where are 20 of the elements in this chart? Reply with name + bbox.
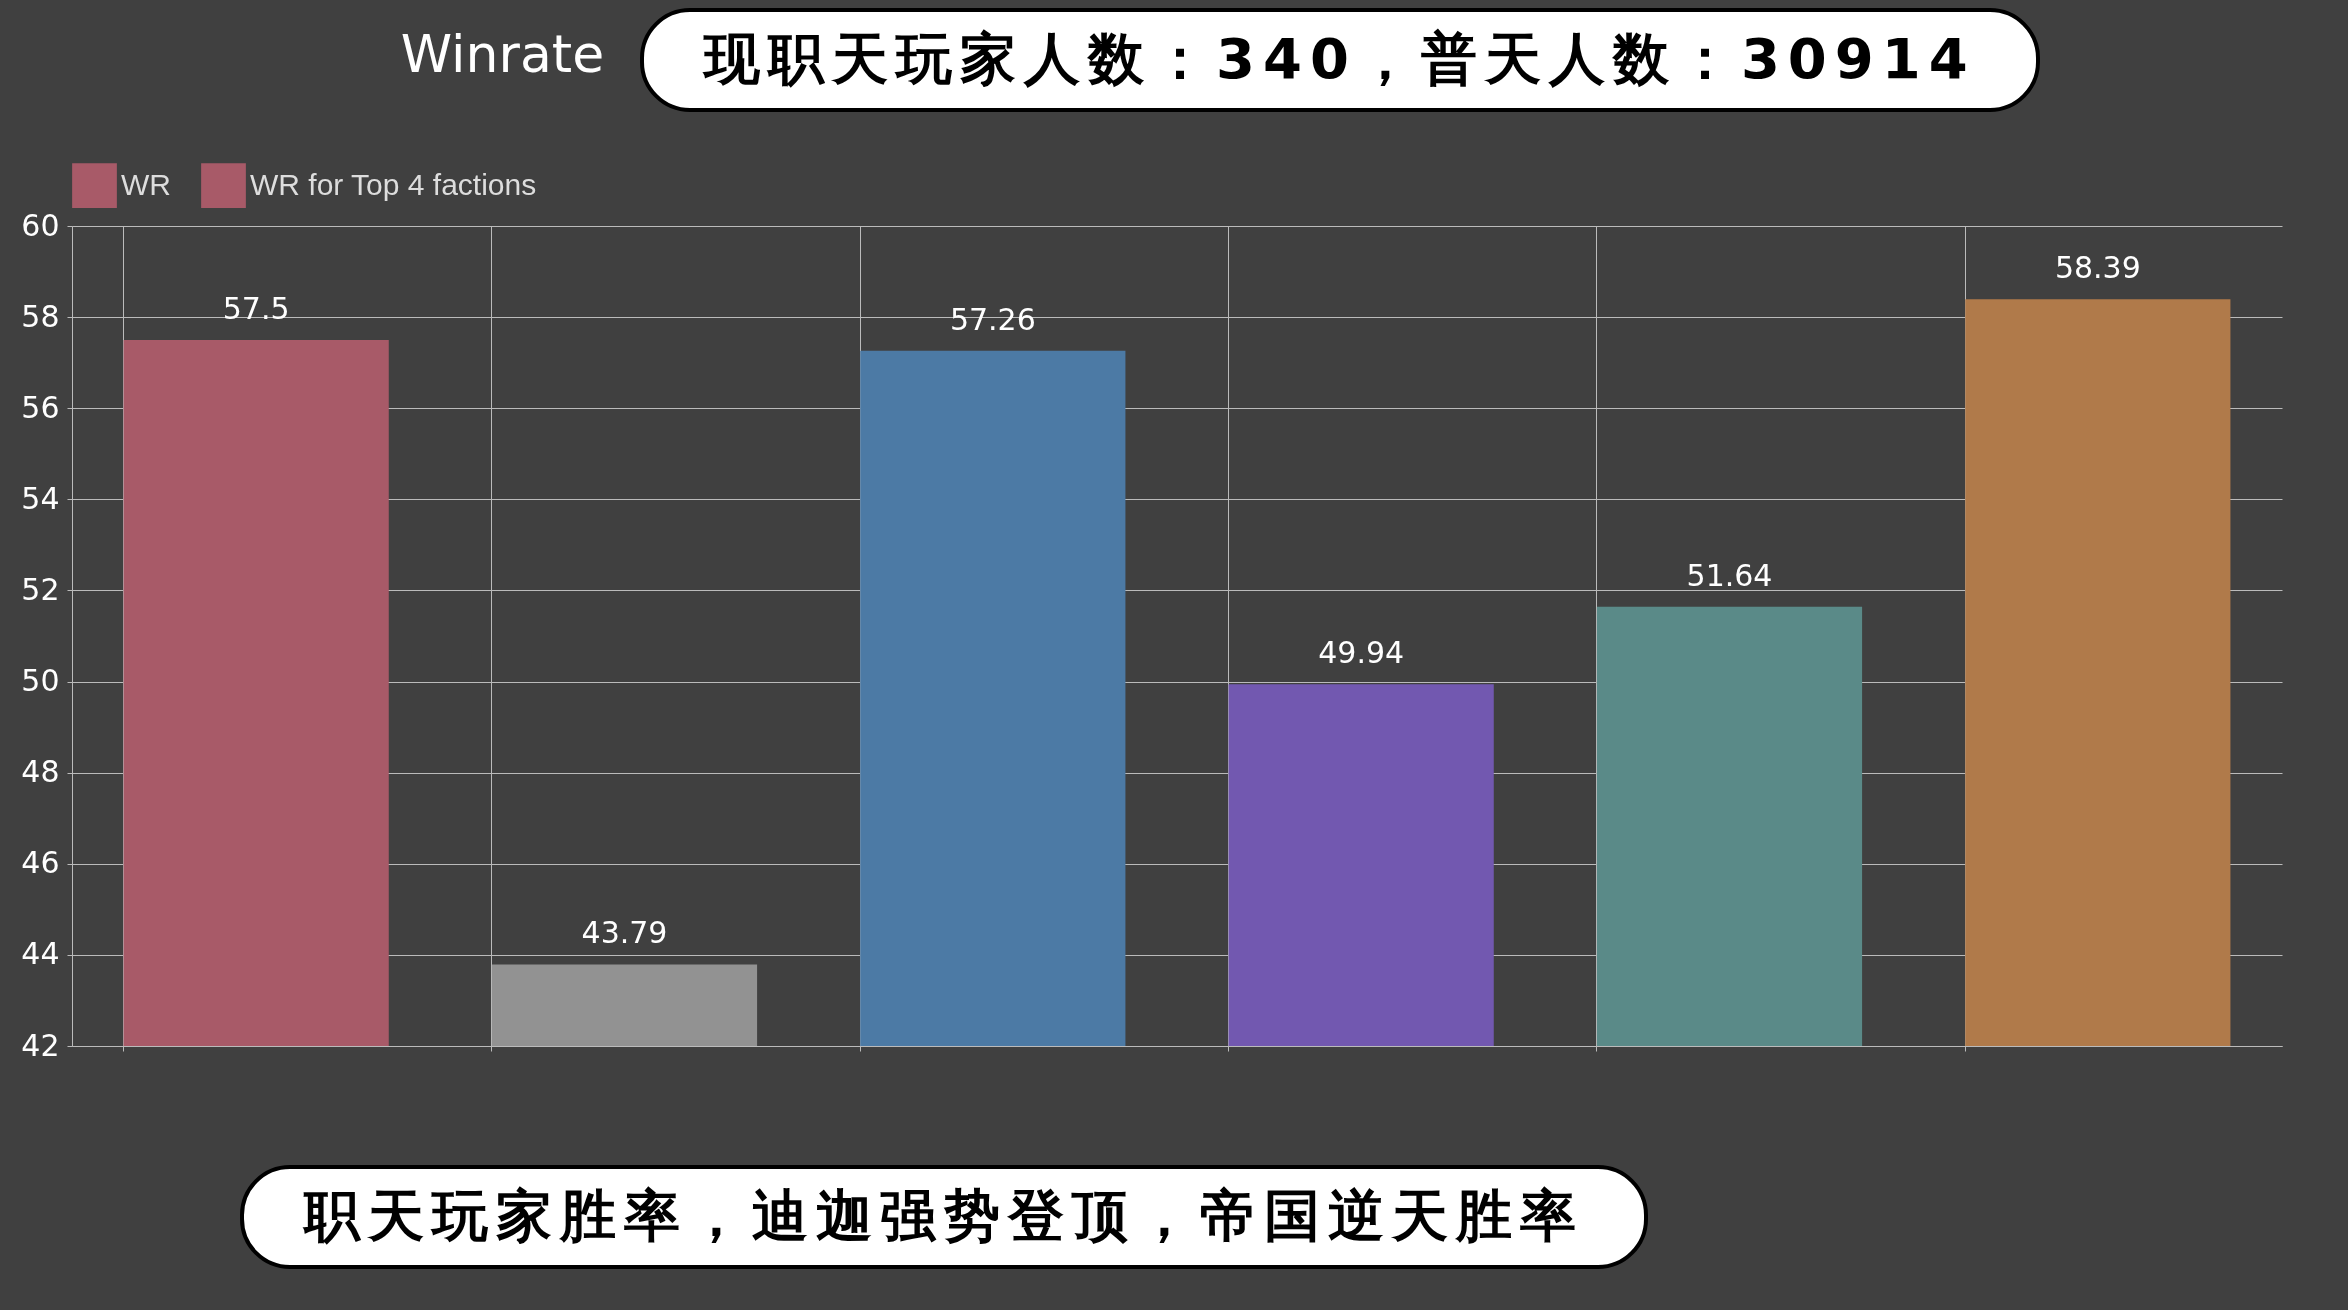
y-tick-label: 56 (21, 389, 60, 425)
text: 现职天玩家人数：340，普天人数：30914 (640, 8, 2040, 112)
y-tick-label: 60 (21, 207, 60, 243)
chart-title: Winrate (400, 24, 605, 84)
legend-label: WR for Top 4 factions (250, 167, 537, 201)
data-label: 49.94 (1318, 635, 1405, 671)
data-label: 43.79 (581, 915, 668, 951)
data-label: 51.64 (1686, 557, 1773, 593)
y-tick-label: 48 (21, 754, 60, 790)
y-tick-label: 58 (21, 298, 60, 334)
y-tick-label: 50 (21, 663, 60, 699)
y-tick-label: 46 (21, 845, 60, 881)
text: 职天玩家胜率，迪迦强势登顶，帝国逆天胜率 (240, 1165, 1648, 1269)
y-tick-label: 44 (21, 936, 60, 972)
data-label: 58.39 (2054, 250, 2141, 286)
y-tick-label: 54 (21, 480, 60, 516)
data-label: 57.5 (222, 290, 290, 326)
y-tick-label: 52 (21, 571, 60, 607)
y-tick-label: 42 (21, 1027, 60, 1063)
legend-label: WR (121, 167, 171, 201)
